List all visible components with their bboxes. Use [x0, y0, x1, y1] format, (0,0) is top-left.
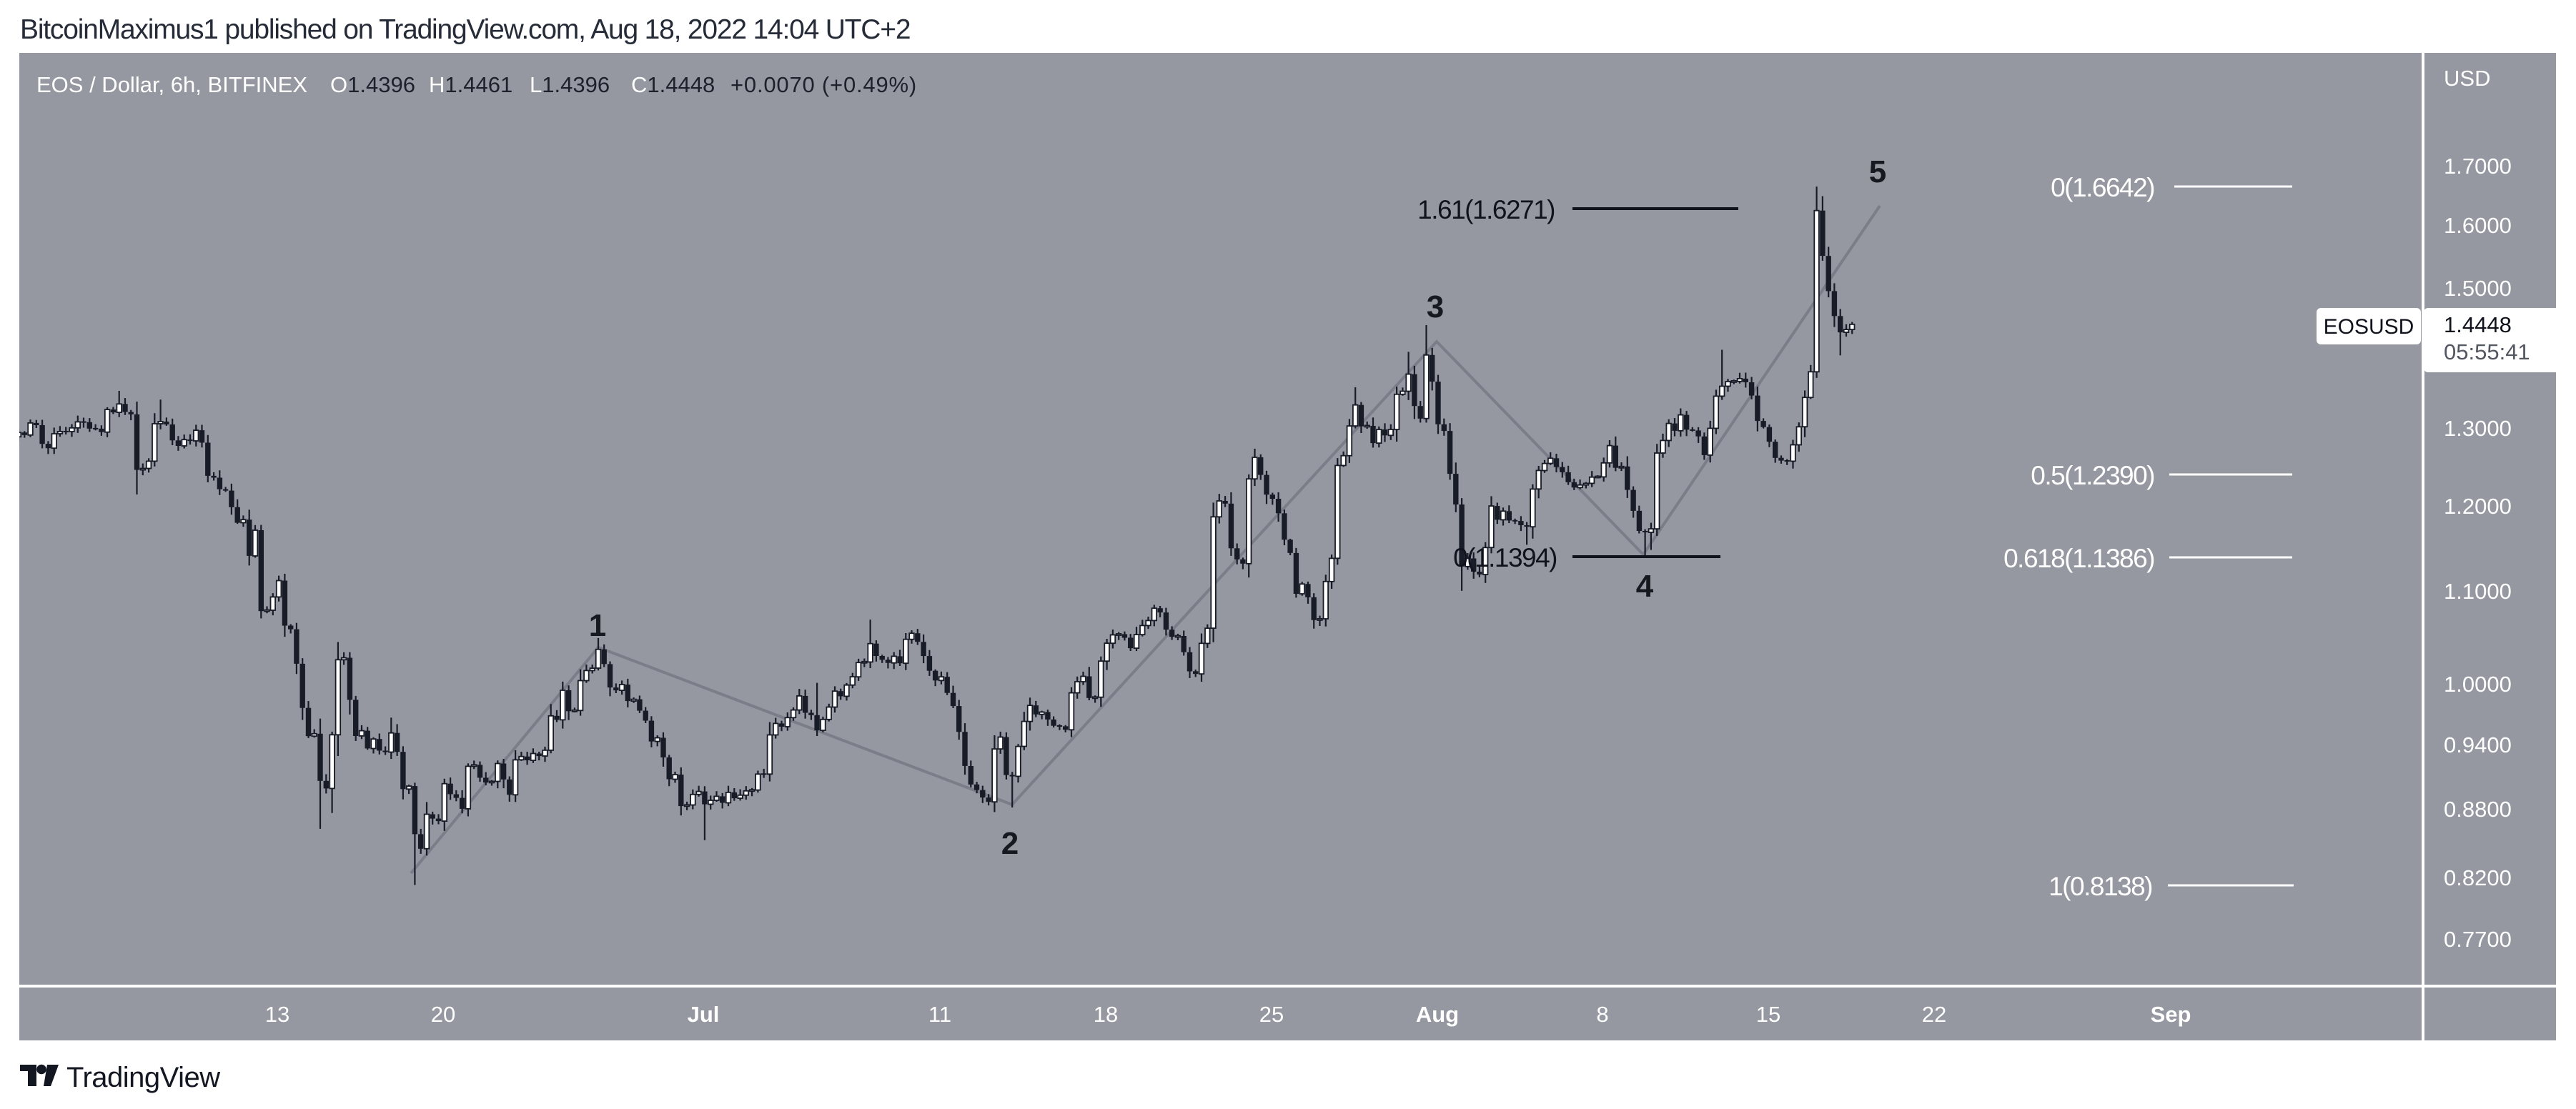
svg-text:Aug: Aug [1416, 1002, 1459, 1027]
svg-text:H1.4461: H1.4461 [429, 72, 512, 97]
svg-text:0.9400: 0.9400 [2444, 732, 2512, 757]
svg-text:1.7000: 1.7000 [2444, 154, 2512, 179]
svg-text:8: 8 [1596, 1002, 1608, 1027]
svg-text:11: 11 [928, 1002, 951, 1027]
svg-text:1(0.8138): 1(0.8138) [2049, 872, 2152, 901]
svg-text:15: 15 [1756, 1002, 1780, 1027]
svg-text:Sep: Sep [2151, 1002, 2191, 1027]
svg-text:1.61(1.6271): 1.61(1.6271) [1417, 195, 1555, 224]
svg-text:0.618(1.1386): 0.618(1.1386) [2003, 544, 2154, 573]
svg-text:5: 5 [1869, 154, 1886, 189]
svg-text:0.5(1.2390): 0.5(1.2390) [2031, 461, 2154, 490]
svg-text:+0.0070 (+0.49%): +0.0070 (+0.49%) [730, 72, 917, 97]
svg-text:05:55:41: 05:55:41 [2444, 339, 2530, 364]
svg-text:1.1000: 1.1000 [2444, 579, 2512, 604]
svg-text:C1.4448: C1.4448 [631, 72, 715, 97]
svg-text:0(1.6642): 0(1.6642) [2051, 173, 2154, 202]
svg-text:2: 2 [1001, 826, 1019, 861]
svg-text:TradingView: TradingView [66, 1062, 220, 1093]
svg-text:USD: USD [2444, 66, 2490, 91]
svg-text:EOSUSD: EOSUSD [2324, 315, 2414, 339]
svg-text:1.3000: 1.3000 [2444, 416, 2512, 441]
svg-text:0.8800: 0.8800 [2444, 797, 2512, 822]
svg-text:1.6000: 1.6000 [2444, 213, 2512, 238]
svg-text:L1.4396: L1.4396 [530, 72, 610, 97]
svg-text:Jul: Jul [688, 1002, 720, 1027]
svg-text:0.7700: 0.7700 [2444, 927, 2512, 952]
svg-text:25: 25 [1259, 1002, 1284, 1027]
svg-text:22: 22 [1922, 1002, 1946, 1027]
svg-text:1.5000: 1.5000 [2444, 276, 2512, 301]
svg-text:1.2000: 1.2000 [2444, 494, 2512, 519]
svg-text:0(1.1394): 0(1.1394) [1453, 543, 1557, 572]
svg-text:0.8200: 0.8200 [2444, 865, 2512, 890]
svg-text:3: 3 [1427, 289, 1444, 324]
svg-text:20: 20 [431, 1002, 455, 1027]
svg-text:1.0000: 1.0000 [2444, 672, 2512, 697]
svg-text:EOS / Dollar, 6h, BITFINEX: EOS / Dollar, 6h, BITFINEX [36, 72, 307, 97]
svg-text:O1.4396: O1.4396 [330, 72, 415, 97]
svg-text:4: 4 [1636, 569, 1654, 604]
svg-text:1.4448: 1.4448 [2444, 312, 2512, 337]
svg-text:13: 13 [265, 1002, 289, 1027]
svg-text:18: 18 [1094, 1002, 1118, 1027]
svg-text:1: 1 [589, 608, 606, 643]
